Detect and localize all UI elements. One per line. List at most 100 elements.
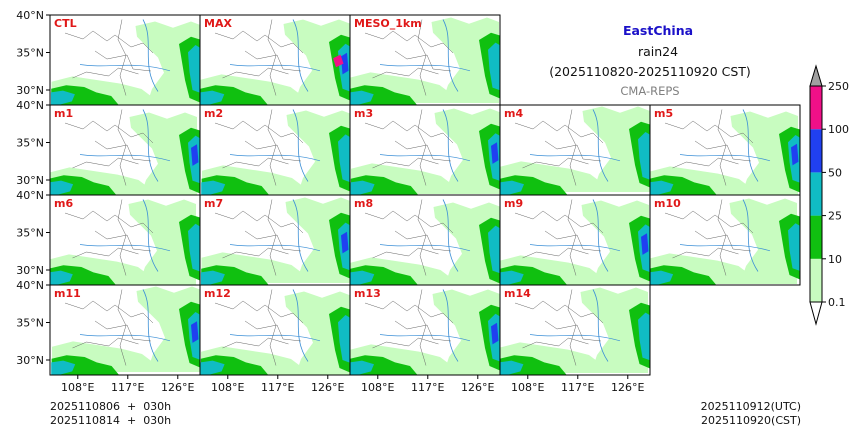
river bbox=[79, 64, 171, 72]
precip-field bbox=[500, 287, 650, 375]
panel-m6: m6 bbox=[49, 194, 201, 286]
lat-tick-label: 40°N bbox=[16, 189, 44, 202]
lat-tick-label: 40°N bbox=[16, 279, 44, 292]
lon-tick-label: 126°E bbox=[461, 381, 494, 394]
lon-tick-label: 117°E bbox=[111, 381, 144, 394]
province-border bbox=[364, 289, 454, 366]
footer-valid-cst: 2025110920(CST) bbox=[701, 414, 801, 427]
river bbox=[292, 199, 309, 272]
river bbox=[79, 154, 171, 162]
river bbox=[229, 334, 321, 342]
river bbox=[379, 64, 471, 72]
province-border bbox=[64, 109, 154, 186]
river bbox=[142, 19, 159, 92]
region-title: EastChina bbox=[623, 23, 693, 38]
colorbar-under-arrow bbox=[809, 301, 823, 326]
panel-frame bbox=[649, 194, 801, 286]
river bbox=[79, 334, 171, 342]
lat-tick-label: 35°N bbox=[16, 227, 44, 240]
lon-tick-label: 126°E bbox=[161, 381, 194, 394]
colorbar-tick-label: 10 bbox=[828, 253, 842, 266]
colorbar-over-arrow bbox=[809, 64, 823, 87]
panel-m3: m3 bbox=[349, 104, 501, 196]
river bbox=[592, 199, 609, 272]
lat-tick-label: 30°N bbox=[16, 174, 44, 187]
colorbar-segment bbox=[810, 258, 822, 302]
precip-field bbox=[201, 109, 350, 195]
river bbox=[292, 109, 309, 182]
lat-tick-label: 40°N bbox=[16, 9, 44, 22]
colorbar-segment bbox=[810, 215, 822, 259]
footer-init-cst: 2025110814 + 030h bbox=[50, 414, 171, 427]
river bbox=[529, 244, 621, 252]
province-border bbox=[214, 19, 304, 96]
period-title: (2025110820-2025110920 CST) bbox=[549, 64, 751, 79]
panel-m7: m7 bbox=[199, 194, 351, 286]
panel-label: m6 bbox=[54, 197, 73, 210]
lat-tick-label: 30°N bbox=[16, 354, 44, 367]
province-border bbox=[214, 289, 304, 366]
river bbox=[379, 244, 471, 252]
precip-field bbox=[51, 286, 200, 375]
panel-label: m5 bbox=[654, 107, 673, 120]
colorbar-tick-label: 0.1 bbox=[828, 296, 846, 309]
river bbox=[292, 289, 309, 362]
river bbox=[529, 334, 621, 342]
lat-tick-label: 40°N bbox=[16, 99, 44, 112]
river bbox=[442, 109, 459, 182]
lat-tick-label: 35°N bbox=[16, 137, 44, 150]
lon-tick-label: 126°E bbox=[311, 381, 344, 394]
panel-label: m7 bbox=[204, 197, 223, 210]
lat-tick-label: 30°N bbox=[16, 84, 44, 97]
province-border bbox=[664, 199, 754, 276]
colorbar-tick-label: 250 bbox=[828, 80, 849, 93]
panel-label: m14 bbox=[504, 287, 531, 300]
river bbox=[679, 154, 771, 162]
province-border bbox=[664, 109, 754, 186]
province-border bbox=[514, 289, 604, 366]
panel-label: MESO_1km bbox=[354, 17, 422, 30]
river bbox=[142, 199, 159, 272]
river bbox=[529, 154, 621, 162]
province-border bbox=[364, 19, 454, 96]
lon-tick-label: 117°E bbox=[261, 381, 294, 394]
province-border bbox=[514, 199, 604, 276]
lon-tick-label: 108°E bbox=[361, 381, 394, 394]
precip-field bbox=[350, 199, 500, 285]
footer: 2025110806 + 030h 2025110814 + 030h 2025… bbox=[50, 400, 801, 427]
panel-m14: m14 bbox=[499, 284, 651, 376]
river bbox=[292, 19, 309, 92]
panel-label: m4 bbox=[504, 107, 523, 120]
panel-m9: m9 bbox=[499, 194, 651, 286]
system-title: CMA-REPS bbox=[620, 84, 679, 98]
lon-tick-label: 117°E bbox=[561, 381, 594, 394]
panel-label: m11 bbox=[54, 287, 81, 300]
river bbox=[229, 244, 321, 252]
panel-m11: m11 bbox=[49, 284, 201, 376]
precip-field bbox=[50, 199, 200, 285]
colorbar-frame bbox=[809, 85, 823, 303]
panel-m13: m13 bbox=[349, 284, 501, 376]
province-border bbox=[514, 109, 604, 186]
panel-label: m12 bbox=[204, 287, 231, 300]
precip-field bbox=[650, 109, 800, 195]
precip-field bbox=[350, 108, 500, 195]
lat-tick-label: 30°N bbox=[16, 264, 44, 277]
lon-tick-label: 108°E bbox=[211, 381, 244, 394]
river bbox=[229, 64, 321, 72]
panel-m4: m4 bbox=[499, 104, 651, 196]
lon-tick-label: 126°E bbox=[611, 381, 644, 394]
precip-field bbox=[50, 109, 200, 195]
precip-field bbox=[200, 197, 350, 285]
panel-label: m9 bbox=[504, 197, 523, 210]
province-border bbox=[214, 199, 304, 276]
river bbox=[442, 289, 459, 362]
panel-grid: CTL MAX MESO_1km m1 m2 m3 m4 m5 m6 m7 m8 m9 m10 m11 m1… bbox=[49, 14, 801, 376]
panel-m12: m12 bbox=[199, 284, 351, 376]
river bbox=[79, 244, 171, 252]
province-border bbox=[214, 109, 304, 186]
river bbox=[142, 109, 159, 182]
river bbox=[679, 244, 771, 252]
axes: 40°N 35°N 30°N 40°N 35°N 30°N 40°N 35°N 30°N 40°N… bbox=[16, 9, 644, 394]
